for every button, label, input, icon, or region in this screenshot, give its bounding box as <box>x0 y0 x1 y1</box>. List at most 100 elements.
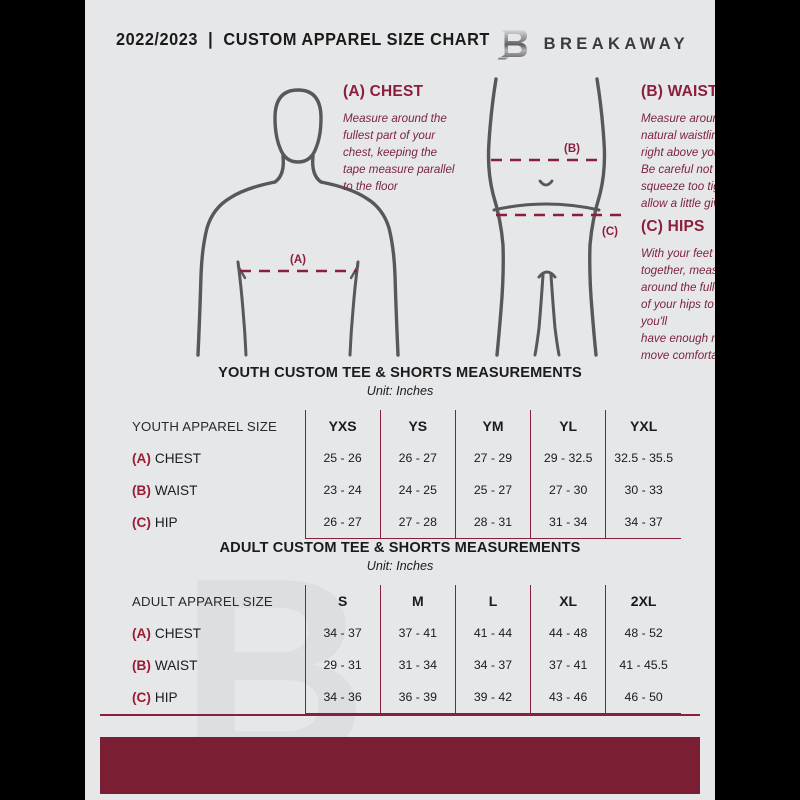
hip-measure-label: (C) <box>602 226 618 238</box>
chest-measure-label: (A) <box>290 254 306 266</box>
adult-row-0-label: (A) CHEST <box>119 617 305 649</box>
adult-row-0-name: CHEST <box>154 625 201 641</box>
youth-row-2-name: HIP <box>154 514 178 530</box>
adult-cell-0-3: 44 - 48 <box>530 617 606 649</box>
youth-cell-2-3: 31 - 34 <box>530 506 606 539</box>
adult-table-header-row: ADULT APPAREL SIZE S M L XL 2XL <box>119 585 681 617</box>
navel-mark <box>538 179 554 187</box>
youth-cell-1-0: 23 - 24 <box>304 474 381 506</box>
adult-cell-0-4: 48 - 52 <box>605 617 681 649</box>
callout-hips-heading: (C) HIPS <box>641 218 705 235</box>
youth-cell-1-3: 27 - 30 <box>530 474 606 506</box>
youth-row-0-name: CHEST <box>154 450 201 466</box>
youth-row-1-name: WAIST <box>154 482 198 498</box>
brand-lockup: BREAKAWAY <box>496 26 689 62</box>
adult-cell-1-4: 41 - 45.5 <box>605 649 681 681</box>
youth-col-3: YL <box>530 410 606 442</box>
table-row: (A) CHEST 34 - 37 37 - 41 41 - 44 44 - 48… <box>119 617 681 649</box>
footer-bar <box>100 737 700 794</box>
adult-cell-1-3: 37 - 41 <box>530 649 606 681</box>
brand-name: BREAKAWAY <box>543 34 689 53</box>
youth-cell-2-4: 34 - 37 <box>605 506 681 539</box>
youth-size-table: YOUTH APPAREL SIZE YXS YS YM YL YXL (A) C… <box>119 410 681 539</box>
youth-cell-2-0: 26 - 27 <box>304 506 381 539</box>
youth-row-1-label: (B) WAIST <box>119 474 305 506</box>
adult-table-baseline <box>100 714 700 716</box>
callout-waist-heading: (B) WAIST <box>641 83 715 100</box>
youth-col-4: YXL <box>605 410 681 442</box>
youth-table-unit: Unit: Inches <box>366 384 434 398</box>
adult-col-1: M <box>379 585 456 617</box>
youth-col-2: YM <box>454 410 531 442</box>
adult-cell-2-3: 43 - 46 <box>530 681 606 714</box>
adult-size-section: ADULT CUSTOM TEE & SHORTS MEASUREMENTS U… <box>85 540 715 716</box>
table-row: (B) WAIST 23 - 24 24 - 25 25 - 27 27 - 30… <box>119 474 681 506</box>
youth-cell-1-4: 30 - 33 <box>605 474 681 506</box>
breakaway-b-logo-icon <box>497 30 527 60</box>
youth-table-title: YOUTH CUSTOM TEE & SHORTS MEASUREMENTS <box>218 365 582 381</box>
adult-row-2-tag: (C) <box>132 689 151 705</box>
youth-cell-0-1: 26 - 27 <box>379 442 456 474</box>
adult-row-1-name: WAIST <box>154 657 198 673</box>
measurement-diagram: (A) (B <box>196 77 622 357</box>
body-figures: (A) (B <box>85 70 715 360</box>
adult-col-2: L <box>454 585 531 617</box>
size-chart-page: B 2022/2023 | CUSTOM APPAREL SIZE CHART <box>85 0 715 800</box>
youth-cell-2-2: 28 - 31 <box>454 506 531 539</box>
callout-hips: (C) HIPS With your feet together, measur… <box>641 218 715 364</box>
table-row: (A) CHEST 25 - 26 26 - 27 27 - 29 29 - 32… <box>119 442 681 474</box>
youth-cell-0-2: 27 - 29 <box>454 442 531 474</box>
youth-cell-0-4: 32.5 - 35.5 <box>605 442 681 474</box>
adult-table-title: ADULT CUSTOM TEE & SHORTS MEASUREMENTS <box>219 540 581 556</box>
youth-cell-1-2: 25 - 27 <box>454 474 531 506</box>
table-row: (B) WAIST 29 - 31 31 - 34 34 - 37 37 - 41… <box>119 649 681 681</box>
callout-waist: (B) WAIST Measure around your natural wa… <box>641 83 715 212</box>
table-row: (C) HIP 34 - 36 36 - 39 39 - 42 43 - 46 4… <box>119 681 681 714</box>
adult-label-header: ADULT APPAREL SIZE <box>132 593 273 609</box>
adult-col-4: 2XL <box>605 585 681 617</box>
page-header: 2022/2023 | CUSTOM APPAREL SIZE CHART <box>85 26 715 66</box>
youth-cell-0-0: 25 - 26 <box>304 442 381 474</box>
adult-table-unit: Unit: Inches <box>366 559 434 573</box>
adult-size-table: ADULT APPAREL SIZE S M L XL 2XL (A) CHEST… <box>119 585 681 714</box>
waist-measure-label: (B) <box>564 143 580 155</box>
adult-cell-0-0: 34 - 37 <box>304 617 381 649</box>
adult-cell-1-1: 31 - 34 <box>379 649 456 681</box>
adult-cell-1-0: 29 - 31 <box>304 649 381 681</box>
callout-hips-body: With your feet together, measure around … <box>641 247 715 363</box>
callout-chest-body: Measure around the fullest part of your … <box>343 112 455 194</box>
adult-cell-1-2: 34 - 37 <box>454 649 531 681</box>
youth-col-0: YXS <box>304 410 381 442</box>
callout-chest-heading: (A) CHEST <box>343 83 424 100</box>
callout-waist-body: Measure around your natural waistline – … <box>641 112 715 211</box>
adult-row-1-label: (B) WAIST <box>119 649 305 681</box>
youth-cell-1-1: 24 - 25 <box>379 474 456 506</box>
callout-chest: (A) CHEST Measure around the fullest par… <box>343 83 493 195</box>
adult-row-2-label: (C) HIP <box>119 681 305 714</box>
youth-table-header-row: YOUTH APPAREL SIZE YXS YS YM YL YXL <box>119 410 681 442</box>
youth-row-0-tag: (A) <box>132 450 151 466</box>
youth-cell-0-3: 29 - 32.5 <box>530 442 606 474</box>
upper-body-figure <box>196 88 400 357</box>
adult-row-1-tag: (B) <box>132 657 151 673</box>
youth-col-1: YS <box>379 410 456 442</box>
youth-row-1-tag: (B) <box>132 482 151 498</box>
adult-cell-0-2: 41 - 44 <box>454 617 531 649</box>
youth-cell-2-1: 27 - 28 <box>379 506 456 539</box>
adult-cell-2-1: 36 - 39 <box>379 681 456 714</box>
adult-cell-2-2: 39 - 42 <box>454 681 531 714</box>
youth-size-section: YOUTH CUSTOM TEE & SHORTS MEASUREMENTS U… <box>85 365 715 539</box>
adult-cell-2-0: 34 - 36 <box>304 681 381 714</box>
table-row: (C) HIP 26 - 27 27 - 28 28 - 31 31 - 34 3… <box>119 506 681 539</box>
youth-row-2-label: (C) HIP <box>119 506 305 539</box>
page-title: 2022/2023 | CUSTOM APPAREL SIZE CHART <box>116 29 490 49</box>
adult-col-0: S <box>304 585 381 617</box>
youth-row-2-tag: (C) <box>132 514 151 530</box>
youth-row-0-label: (A) CHEST <box>119 442 305 474</box>
adult-row-2-name: HIP <box>154 689 178 705</box>
adult-cell-0-1: 37 - 41 <box>379 617 456 649</box>
youth-label-header: YOUTH APPAREL SIZE <box>132 418 278 434</box>
lower-body-figure <box>486 77 607 357</box>
adult-col-3: XL <box>530 585 606 617</box>
